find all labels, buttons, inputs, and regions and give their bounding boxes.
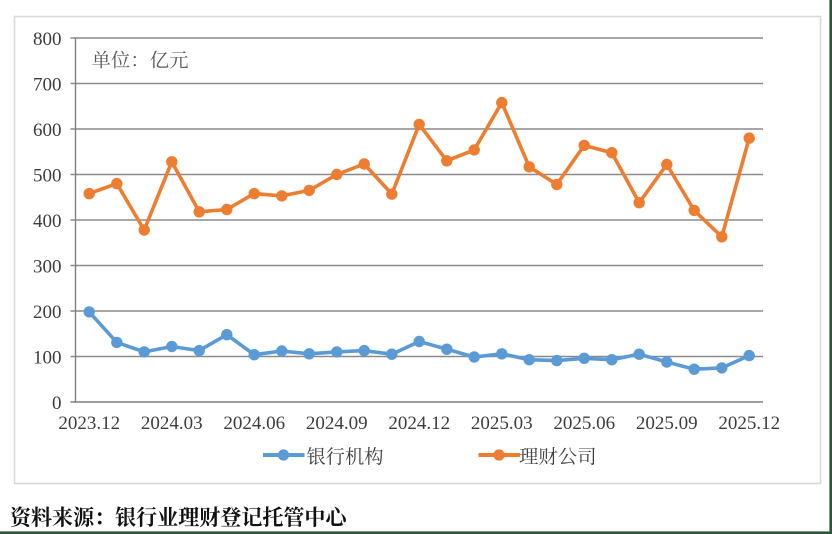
svg-text:2024.06: 2024.06 <box>223 413 285 434</box>
svg-text:2025.12: 2025.12 <box>718 413 780 434</box>
svg-text:单位：亿元: 单位：亿元 <box>92 46 189 73</box>
svg-text:400: 400 <box>33 211 62 232</box>
svg-text:理财公司: 理财公司 <box>519 442 597 469</box>
svg-text:2023.12: 2023.12 <box>58 413 120 434</box>
svg-text:2025.09: 2025.09 <box>636 413 698 434</box>
svg-text:500: 500 <box>33 166 62 187</box>
svg-text:600: 600 <box>33 120 62 141</box>
svg-text:2025.03: 2025.03 <box>471 413 533 434</box>
svg-text:2024.09: 2024.09 <box>306 413 368 434</box>
svg-text:2025.06: 2025.06 <box>553 413 615 434</box>
svg-text:资料来源：银行业理财登记托管中心: 资料来源：银行业理财登记托管中心 <box>10 501 349 532</box>
svg-text:200: 200 <box>33 302 62 323</box>
svg-text:2024.12: 2024.12 <box>388 413 450 434</box>
svg-text:300: 300 <box>33 257 62 278</box>
svg-text:100: 100 <box>33 348 62 369</box>
svg-text:800: 800 <box>33 29 62 50</box>
svg-text:0: 0 <box>52 393 62 414</box>
svg-text:银行机构: 银行机构 <box>307 442 384 469</box>
svg-text:2024.03: 2024.03 <box>141 413 203 434</box>
svg-text:700: 700 <box>33 75 62 96</box>
